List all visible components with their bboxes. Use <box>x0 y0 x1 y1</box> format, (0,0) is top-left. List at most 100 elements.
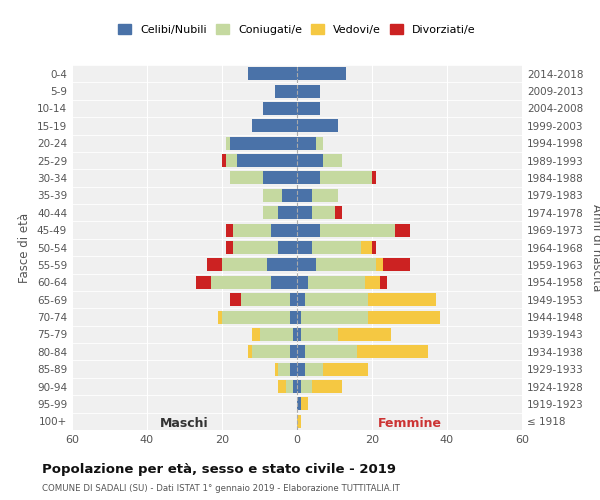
Bar <box>282 189 297 202</box>
Bar <box>271 276 297 289</box>
Bar <box>297 67 346 80</box>
Bar <box>293 380 297 393</box>
Bar <box>305 346 357 358</box>
Bar <box>335 206 342 220</box>
Bar <box>301 380 312 393</box>
Bar <box>323 154 342 167</box>
Bar <box>263 102 297 115</box>
Bar <box>297 415 301 428</box>
Bar <box>222 310 290 324</box>
Bar <box>312 206 335 220</box>
Bar <box>226 224 233 236</box>
Bar <box>290 293 297 306</box>
Bar <box>376 258 383 272</box>
Bar <box>248 67 297 80</box>
Bar <box>226 241 233 254</box>
Bar <box>278 241 297 254</box>
Bar <box>233 224 271 236</box>
Bar <box>368 310 439 324</box>
Bar <box>301 398 308 410</box>
Text: Popolazione per età, sesso e stato civile - 2019: Popolazione per età, sesso e stato civil… <box>42 462 396 475</box>
Bar <box>297 398 301 410</box>
Bar <box>372 241 376 254</box>
Bar <box>229 172 263 184</box>
Bar <box>278 380 286 393</box>
Bar <box>297 241 312 254</box>
Bar <box>297 310 301 324</box>
Bar <box>297 224 320 236</box>
Bar <box>252 328 260 341</box>
Bar <box>323 362 368 376</box>
Bar <box>252 120 297 132</box>
Bar <box>316 136 323 149</box>
Bar <box>275 362 278 376</box>
Bar <box>222 154 226 167</box>
Bar <box>207 258 222 272</box>
Bar <box>252 346 290 358</box>
Bar <box>383 258 409 272</box>
Bar <box>290 362 297 376</box>
Bar <box>290 310 297 324</box>
Bar <box>297 293 305 306</box>
Bar <box>218 310 222 324</box>
Bar <box>305 293 368 306</box>
Bar <box>241 293 290 306</box>
Bar <box>222 258 267 272</box>
Bar <box>297 362 305 376</box>
Bar <box>211 276 271 289</box>
Bar <box>297 84 320 98</box>
Bar <box>297 258 316 272</box>
Legend: Celibi/Nubili, Coniugati/e, Vedovi/e, Divorziati/e: Celibi/Nubili, Coniugati/e, Vedovi/e, Di… <box>114 20 480 39</box>
Bar <box>372 172 376 184</box>
Y-axis label: Anni di nascita: Anni di nascita <box>590 204 600 291</box>
Bar <box>308 276 365 289</box>
Bar <box>380 276 387 289</box>
Y-axis label: Fasce di età: Fasce di età <box>19 212 31 282</box>
Bar <box>271 224 297 236</box>
Bar <box>278 362 290 376</box>
Bar <box>229 293 241 306</box>
Bar <box>297 120 338 132</box>
Bar <box>226 136 229 149</box>
Text: COMUNE DI SADALI (SU) - Dati ISTAT 1° gennaio 2019 - Elaborazione TUTTITALIA.IT: COMUNE DI SADALI (SU) - Dati ISTAT 1° ge… <box>42 484 400 493</box>
Bar <box>297 276 308 289</box>
Bar <box>297 102 320 115</box>
Bar <box>297 154 323 167</box>
Text: Femmine: Femmine <box>377 417 442 430</box>
Bar <box>267 258 297 272</box>
Bar <box>395 224 409 236</box>
Bar <box>229 136 297 149</box>
Bar <box>248 346 252 358</box>
Bar <box>263 206 278 220</box>
Bar <box>297 136 316 149</box>
Bar <box>275 84 297 98</box>
Bar <box>297 328 301 341</box>
Bar <box>357 346 428 358</box>
Bar <box>368 293 436 306</box>
Bar <box>226 154 237 167</box>
Text: Maschi: Maschi <box>160 417 209 430</box>
Bar <box>297 189 312 202</box>
Bar <box>263 172 297 184</box>
Bar <box>365 276 380 289</box>
Bar <box>297 206 312 220</box>
Bar <box>338 328 391 341</box>
Bar <box>316 258 376 272</box>
Bar <box>297 172 320 184</box>
Bar <box>312 380 342 393</box>
Bar <box>260 328 293 341</box>
Bar <box>290 346 297 358</box>
Bar <box>312 241 361 254</box>
Bar <box>305 362 323 376</box>
Bar <box>286 380 293 393</box>
Bar <box>301 328 338 341</box>
Bar <box>297 346 305 358</box>
Bar <box>301 310 368 324</box>
Bar <box>237 154 297 167</box>
Bar <box>278 206 297 220</box>
Bar <box>361 241 372 254</box>
Bar <box>297 380 301 393</box>
Bar <box>320 224 395 236</box>
Bar <box>196 276 211 289</box>
Bar <box>312 189 338 202</box>
